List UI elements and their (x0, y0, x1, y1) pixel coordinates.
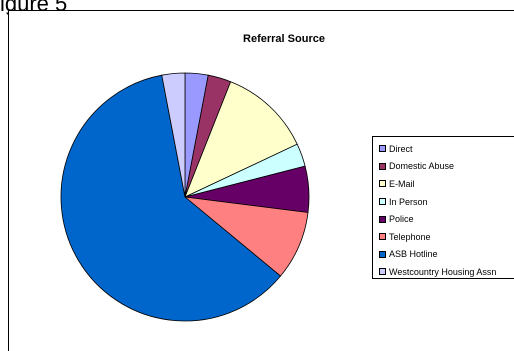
legend-swatch (379, 180, 386, 188)
legend-item: Domestic Abuse (379, 158, 514, 176)
chart-title: Referral Source (243, 33, 325, 45)
legend-label: In Person (389, 196, 428, 207)
legend-label: E-Mail (389, 178, 415, 189)
legend-swatch (379, 268, 386, 276)
legend-label: Direct (389, 143, 413, 154)
legend-label: Domestic Abuse (389, 161, 455, 172)
legend-label: Police (389, 214, 414, 225)
chart-legend: Direct Domestic Abuse E-Mail In Person Polic… (372, 136, 514, 279)
legend-swatch (379, 198, 386, 206)
legend-item: ASB Hotline (379, 246, 514, 264)
legend-item: Police (379, 210, 514, 228)
legend-item: Telephone (379, 228, 514, 246)
legend-swatch (379, 233, 386, 241)
legend-label: Westcountry Housing Assn (389, 266, 497, 277)
legend-swatch (379, 145, 386, 153)
legend-swatch (379, 250, 386, 258)
chart-area: Referral Source Direct Domestic Abuse E-Ma… (8, 10, 514, 351)
pie-slice-westcountry-housing-assn (161, 72, 186, 198)
legend-item: In Person (379, 193, 514, 211)
legend-item: Direct (379, 140, 514, 158)
legend-label: ASB Hotline (389, 249, 438, 260)
legend-label: Telephone (389, 231, 431, 242)
pie-slice-e-mail (184, 81, 298, 198)
pie-slice-asb-hotline (60, 74, 282, 322)
legend-item: E-Mail (379, 175, 514, 193)
legend-swatch (379, 162, 386, 170)
legend-item: Westcountry Housing Assn (379, 263, 514, 281)
legend-swatch (379, 215, 386, 223)
pie-chart (60, 72, 310, 322)
